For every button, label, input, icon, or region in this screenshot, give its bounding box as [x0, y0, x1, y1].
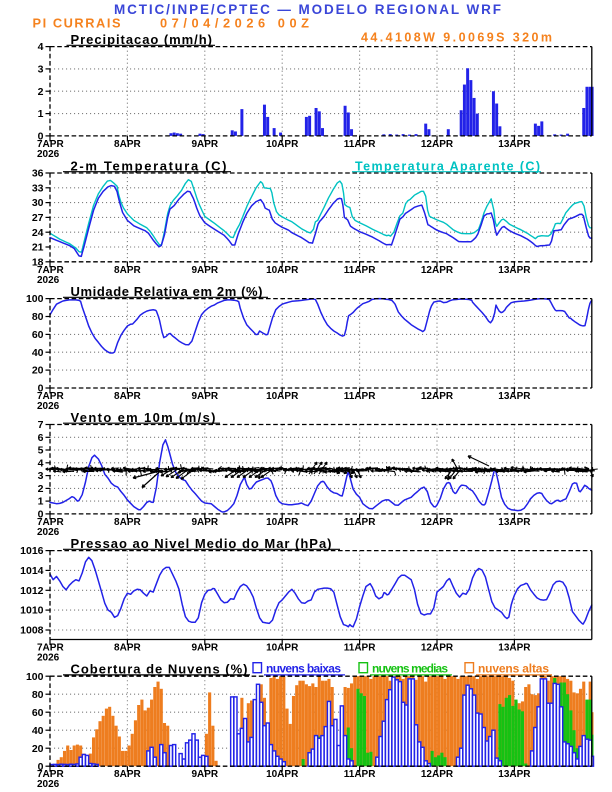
svg-text:2026: 2026	[37, 401, 60, 412]
svg-text:20: 20	[32, 365, 44, 377]
svg-text:9APR: 9APR	[191, 139, 218, 150]
svg-text:12APR: 12APR	[421, 265, 454, 276]
svg-text:2026: 2026	[37, 779, 60, 790]
svg-text:PI CURRAIS: PI CURRAIS	[33, 16, 121, 31]
svg-text:2: 2	[38, 86, 44, 98]
svg-text:7APR: 7APR	[37, 139, 64, 150]
svg-text:2: 2	[38, 483, 44, 495]
svg-text:80: 80	[32, 689, 44, 701]
svg-text:5: 5	[38, 445, 44, 457]
svg-text:10APR: 10APR	[266, 769, 299, 780]
svg-text:9APR: 9APR	[191, 517, 218, 528]
svg-text:13APR: 13APR	[498, 391, 531, 402]
svg-text:12APR: 12APR	[421, 391, 454, 402]
svg-text:20: 20	[32, 743, 44, 755]
svg-text:60: 60	[32, 329, 44, 341]
svg-text:100: 100	[26, 293, 44, 305]
svg-text:13APR: 13APR	[498, 517, 531, 528]
svg-text:10APR: 10APR	[266, 139, 299, 150]
svg-text:7: 7	[38, 419, 44, 431]
svg-text:11APR: 11APR	[344, 139, 376, 150]
svg-text:1016: 1016	[20, 545, 44, 557]
svg-text:6: 6	[38, 432, 44, 444]
svg-text:4: 4	[38, 457, 44, 469]
svg-text:40: 40	[32, 347, 44, 359]
svg-text:24: 24	[32, 227, 44, 239]
svg-text:11APR: 11APR	[344, 391, 376, 402]
svg-text:10APR: 10APR	[266, 517, 299, 528]
svg-text:11APR: 11APR	[344, 643, 376, 654]
svg-text:8APR: 8APR	[114, 139, 141, 150]
svg-text:9APR: 9APR	[191, 643, 218, 654]
svg-text:nuvens altas: nuvens altas	[478, 661, 549, 675]
svg-text:Umidade Relativa em 2m (%): Umidade Relativa em 2m (%)	[71, 284, 263, 299]
svg-text:3: 3	[38, 470, 44, 482]
svg-text:11APR: 11APR	[344, 265, 376, 276]
svg-text:21: 21	[32, 242, 44, 254]
svg-text:7APR: 7APR	[37, 517, 64, 528]
svg-text:9APR: 9APR	[191, 265, 218, 276]
svg-text:nuvens medias: nuvens medias	[372, 661, 448, 675]
svg-text:1: 1	[38, 108, 44, 120]
svg-text:07/04/2026 00Z: 07/04/2026 00Z	[160, 16, 309, 31]
svg-text:33: 33	[32, 182, 44, 194]
svg-text:13APR: 13APR	[498, 769, 531, 780]
svg-text:12APR: 12APR	[421, 139, 454, 150]
svg-text:7APR: 7APR	[37, 769, 64, 780]
svg-text:7APR: 7APR	[37, 643, 64, 654]
svg-text:2026: 2026	[37, 653, 60, 664]
svg-text:7APR: 7APR	[37, 265, 64, 276]
svg-text:8APR: 8APR	[114, 391, 141, 402]
svg-text:8APR: 8APR	[114, 517, 141, 528]
svg-text:40: 40	[32, 725, 44, 737]
svg-text:36: 36	[32, 168, 44, 180]
svg-text:Cobertura de Nuvens (%): Cobertura de Nuvens (%)	[71, 662, 248, 677]
svg-text:27: 27	[32, 212, 44, 224]
svg-text:MCTIC/INPE/CPTEC — MODELO REGI: MCTIC/INPE/CPTEC — MODELO REGIONAL WRF	[114, 2, 501, 17]
svg-text:1008: 1008	[20, 625, 44, 637]
svg-text:7APR: 7APR	[37, 391, 64, 402]
svg-text:80: 80	[32, 311, 44, 323]
svg-text:9APR: 9APR	[191, 391, 218, 402]
svg-text:Precipitacao (mm/h): Precipitacao (mm/h)	[71, 32, 213, 47]
svg-text:13APR: 13APR	[498, 265, 531, 276]
svg-text:10APR: 10APR	[266, 391, 299, 402]
svg-text:0: 0	[38, 761, 44, 773]
svg-text:13APR: 13APR	[498, 139, 531, 150]
svg-text:1014: 1014	[20, 565, 44, 577]
svg-text:30: 30	[32, 197, 44, 209]
svg-text:1012: 1012	[20, 585, 44, 597]
svg-text:60: 60	[32, 707, 44, 719]
svg-text:13APR: 13APR	[498, 643, 531, 654]
svg-text:10APR: 10APR	[266, 265, 299, 276]
svg-text:12APR: 12APR	[421, 643, 454, 654]
svg-text:2026: 2026	[37, 527, 60, 538]
svg-text:2026: 2026	[37, 275, 60, 286]
svg-text:Pressao ao Nivel Medio do Mar: Pressao ao Nivel Medio do Mar (hPa)	[71, 536, 332, 551]
svg-text:12APR: 12APR	[421, 769, 454, 780]
svg-text:100: 100	[26, 671, 44, 683]
svg-text:0: 0	[38, 509, 44, 521]
svg-text:4: 4	[38, 41, 44, 53]
svg-text:2-m Temperatura (C): 2-m Temperatura (C)	[71, 158, 227, 173]
svg-text:10APR: 10APR	[266, 643, 299, 654]
svg-text:0: 0	[38, 383, 44, 395]
svg-text:11APR: 11APR	[344, 517, 376, 528]
svg-text:8APR: 8APR	[114, 265, 141, 276]
svg-text:Temperatura Aparente (C): Temperatura Aparente (C)	[355, 159, 540, 173]
svg-text:12APR: 12APR	[421, 517, 454, 528]
svg-text:1: 1	[38, 496, 44, 508]
svg-text:8APR: 8APR	[114, 643, 141, 654]
svg-text:9APR: 9APR	[191, 769, 218, 780]
svg-text:2026: 2026	[37, 149, 60, 160]
svg-text:8APR: 8APR	[114, 769, 141, 780]
svg-text:1010: 1010	[20, 605, 44, 617]
svg-text:nuvens baixas: nuvens baixas	[266, 661, 341, 675]
svg-text:11APR: 11APR	[344, 769, 376, 780]
svg-text:18: 18	[32, 256, 44, 268]
svg-text:0: 0	[38, 131, 44, 143]
svg-text:3: 3	[38, 64, 44, 76]
